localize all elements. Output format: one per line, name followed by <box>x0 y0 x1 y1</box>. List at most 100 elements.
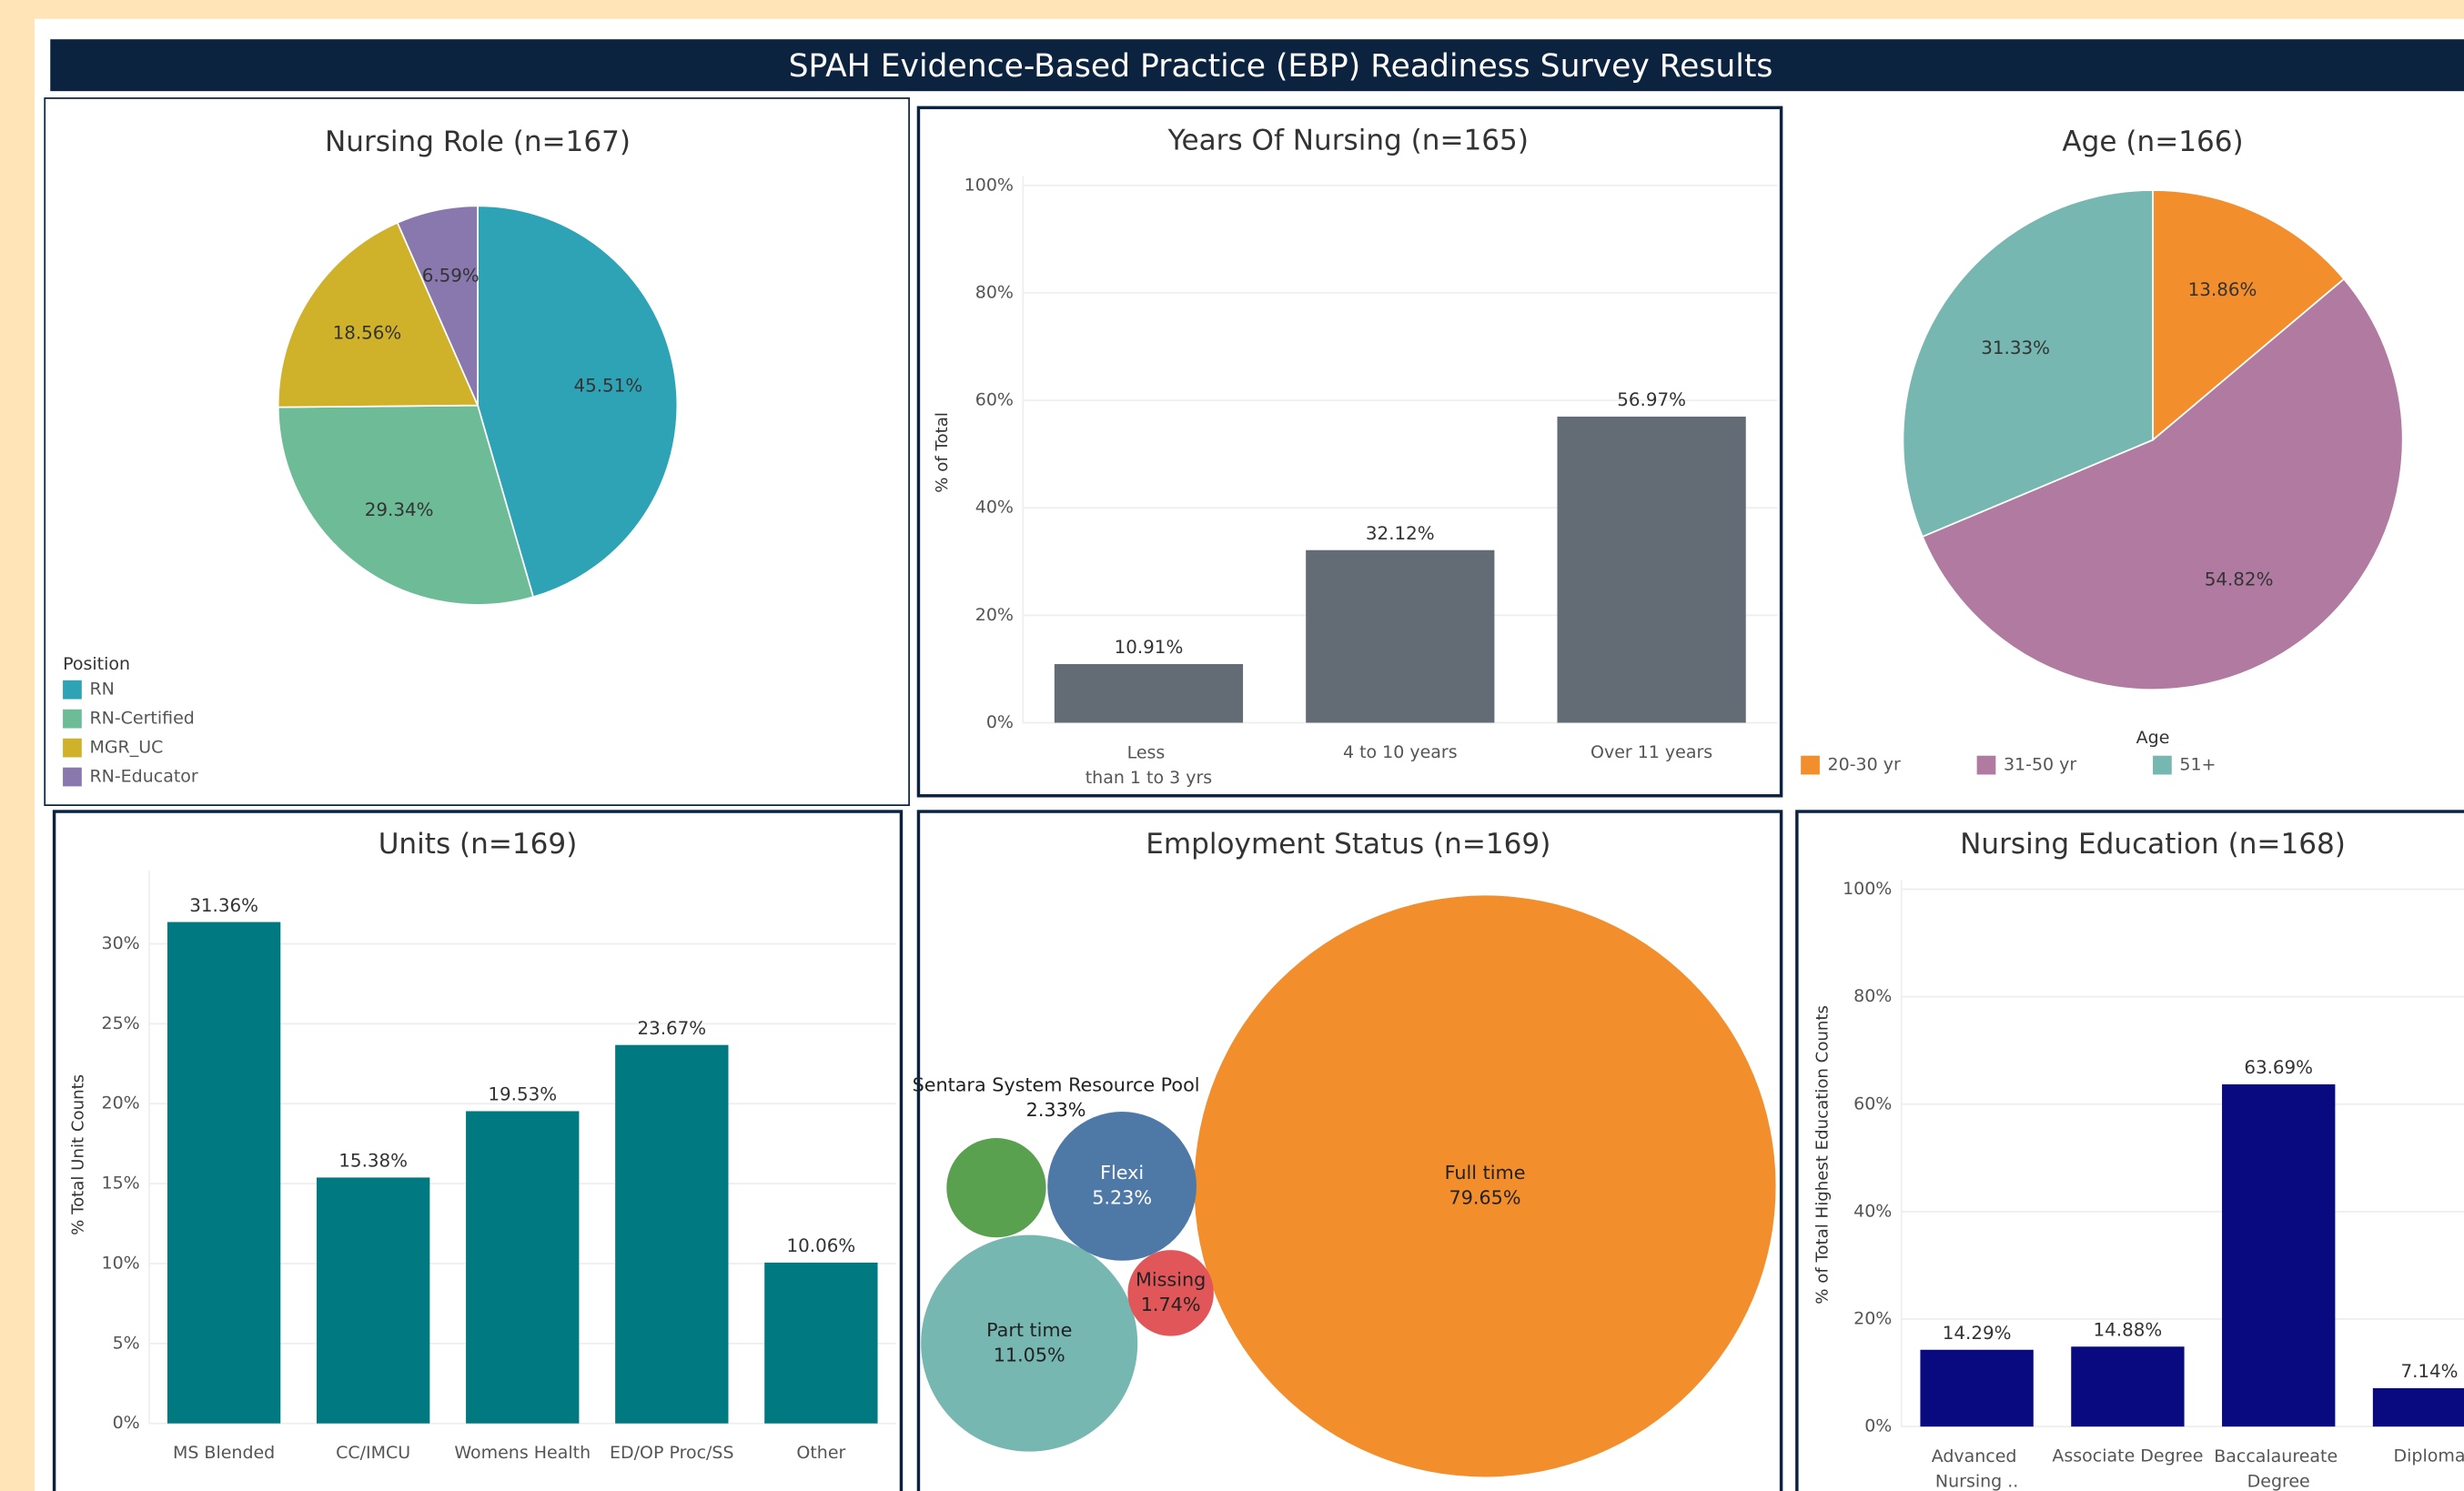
y-tick-label: 30% <box>102 933 140 953</box>
legend-swatch <box>1976 755 1996 775</box>
pie-slice <box>277 221 480 408</box>
y-tick-label: 25% <box>102 1013 140 1033</box>
chart-title: Nursing Role (n=167) <box>325 126 631 158</box>
x-tick-label: MS Blended <box>173 1443 275 1463</box>
legend-title: Position <box>63 654 130 674</box>
panel <box>44 97 910 806</box>
bar <box>2372 1387 2464 1427</box>
bar <box>2071 1346 2185 1427</box>
panel <box>916 106 1783 798</box>
bar-label: 7.14% <box>2400 1361 2458 1382</box>
pie-slice <box>1921 277 2404 690</box>
slice-label: 18.56% <box>333 323 402 344</box>
bar-label: 10.06% <box>787 1235 856 1256</box>
legend-label: 20-30 yr <box>1828 755 1901 775</box>
y-tick-label: 10% <box>102 1253 140 1273</box>
y-tick-label: 40% <box>975 498 1014 518</box>
title-bar <box>50 39 2464 92</box>
legend-swatch <box>63 738 82 758</box>
slice-label: 6.59% <box>422 265 480 286</box>
legend-label: RN-Certified <box>89 709 194 729</box>
x-tick-label: Advanced Nursing .. <box>1932 1446 2023 1491</box>
bar-label: 19.53% <box>488 1084 557 1105</box>
bar <box>316 1177 430 1424</box>
chart-title: Age (n=166) <box>2062 126 2243 158</box>
legend-label: 51+ <box>2179 755 2216 775</box>
y-tick-label: 100% <box>1843 879 1892 899</box>
y-tick-label: 60% <box>975 390 1014 410</box>
legend-swatch <box>1801 755 1820 775</box>
bubble-value: 79.65% <box>1449 1187 1521 1209</box>
slice-label: 45.51% <box>573 376 642 397</box>
pie-slice <box>396 205 479 406</box>
bubble <box>1047 1112 1197 1261</box>
y-tick-label: 20% <box>1853 1309 1892 1329</box>
bubble-label: Full time <box>1445 1162 1526 1184</box>
bar-label: 10.91% <box>1115 637 1184 658</box>
bubble <box>946 1138 1046 1238</box>
bubble-label: Part time <box>986 1319 1072 1341</box>
legend-swatch <box>63 767 82 787</box>
y-tick-label: 80% <box>975 282 1014 302</box>
x-tick-label: Diploma <box>2394 1446 2464 1466</box>
y-axis-label: % Total Unit Counts <box>68 1074 87 1235</box>
bubble-label: Sentara System Resource Pool <box>913 1073 1200 1095</box>
legend-label: MGR_UC <box>89 738 163 758</box>
bar <box>1306 549 1495 723</box>
dashboard-title: SPAH Evidence-Based Practice (EBP) Readi… <box>789 48 1773 85</box>
bar-label: 32.12% <box>1366 523 1435 544</box>
pie-slice <box>477 205 679 599</box>
bar <box>1920 1349 2034 1427</box>
bubble-label: Flexi <box>1100 1162 1144 1184</box>
pie-slice <box>1902 189 2154 539</box>
bubble-value: 1.74% <box>1141 1294 1201 1315</box>
slice-label: 29.34% <box>365 499 434 520</box>
bubble <box>1194 895 1776 1477</box>
y-tick-label: 0% <box>1864 1416 1892 1436</box>
bar <box>2222 1083 2336 1427</box>
y-tick-label: 100% <box>964 175 1014 195</box>
x-tick-label: Over 11 years <box>1590 742 1712 762</box>
bar-label: 14.88% <box>2094 1320 2163 1341</box>
y-tick-label: 0% <box>986 712 1014 732</box>
slice-label: 31.33% <box>1981 337 2050 358</box>
slice-label: 13.86% <box>2188 279 2257 300</box>
bar <box>615 1044 729 1424</box>
bubble-value: 5.23% <box>1092 1187 1152 1209</box>
x-tick-label: 4 to 10 years <box>1343 742 1458 762</box>
y-tick-label: 40% <box>1853 1201 1892 1221</box>
y-axis-label: % of Total Highest Education Counts <box>1813 1005 1832 1305</box>
y-tick-label: 80% <box>1853 986 1892 1006</box>
legend-label: 31-50 yr <box>2004 755 2076 775</box>
y-tick-label: 60% <box>1853 1093 1892 1113</box>
chart-title: Employment Status (n=169) <box>1146 828 1550 861</box>
pie-slice <box>277 404 535 606</box>
x-tick-label: ED/OP Proc/SS <box>610 1443 734 1463</box>
bar <box>1054 664 1244 723</box>
slice-label: 54.82% <box>2205 569 2274 590</box>
panel <box>52 810 904 1491</box>
chart-title: Units (n=169) <box>379 828 578 861</box>
bar-label: 15.38% <box>338 1151 408 1172</box>
y-tick-label: 20% <box>975 605 1014 625</box>
legend-swatch <box>2153 755 2172 775</box>
bubble-label: Missing <box>1136 1269 1206 1291</box>
y-tick-label: 5% <box>113 1333 140 1353</box>
bar-label: 56.97% <box>1617 389 1686 410</box>
bubble <box>1127 1250 1214 1336</box>
panel <box>916 810 1783 1491</box>
bar-label: 63.69% <box>2244 1057 2313 1078</box>
bar <box>167 922 281 1424</box>
legend-swatch <box>63 680 82 700</box>
bar-label: 23.67% <box>637 1018 706 1039</box>
x-tick-label: Less than 1 to 3 yrs <box>1086 742 1212 788</box>
bar <box>466 1111 580 1424</box>
y-tick-label: 0% <box>113 1413 140 1433</box>
bar-label: 31.36% <box>189 895 258 916</box>
bubble-value: 2.33% <box>1026 1099 1086 1121</box>
pie-slice <box>2152 189 2346 442</box>
bubble-value: 11.05% <box>994 1344 1065 1365</box>
legend-label: RN-Educator <box>89 767 197 787</box>
x-tick-label: Other <box>796 1443 845 1463</box>
